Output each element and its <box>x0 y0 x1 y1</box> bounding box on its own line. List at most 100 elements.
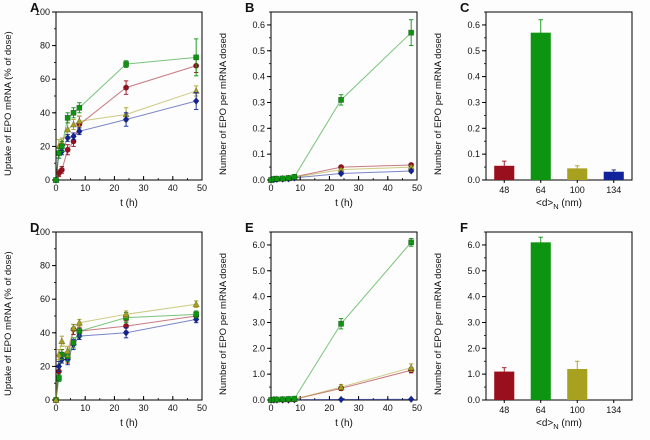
svg-text:0.3: 0.3 <box>467 97 480 107</box>
svg-text:40: 40 <box>40 108 50 118</box>
svg-text:0: 0 <box>268 183 273 193</box>
panel-letter-C: C <box>460 0 470 15</box>
svg-text:30: 30 <box>354 183 364 193</box>
svg-text:0: 0 <box>268 403 273 413</box>
x-axis-label-F: <d>N (nm) <box>486 418 632 431</box>
panel-A: A Uptake of EPO mRNA (% of dose) 0 20 40 60… <box>0 0 215 220</box>
svg-text:30: 30 <box>354 403 364 413</box>
svg-text:50: 50 <box>197 403 207 413</box>
y-axis-label-D: Uptake of EPO mRNA (% of dose) <box>3 251 14 397</box>
svg-text:0.0: 0.0 <box>252 175 265 185</box>
svg-text:10: 10 <box>80 403 90 413</box>
svg-text:0.2: 0.2 <box>467 123 480 133</box>
svg-text:0.0: 0.0 <box>252 395 265 405</box>
svg-text:64: 64 <box>536 405 546 415</box>
svg-text:0.6: 0.6 <box>252 20 265 30</box>
svg-text:5.0: 5.0 <box>252 266 265 276</box>
diameter-unit: (nm) <box>558 418 582 429</box>
svg-text:64: 64 <box>536 185 546 195</box>
panel-letter-D: D <box>30 220 40 235</box>
svg-text:50: 50 <box>412 403 422 413</box>
line-plot-B: 0.0 0.1 0.2 0.3 0.4 0.5 0.6 0 10 20 30 40 50 <box>252 11 422 193</box>
y-axis-label-C: Number of EPO per mRNA dosed <box>433 32 444 176</box>
svg-text:10: 10 <box>295 403 305 413</box>
diameter-symbol: <d> <box>535 418 554 429</box>
svg-text:0.5: 0.5 <box>467 46 480 56</box>
svg-text:6.0: 6.0 <box>252 240 265 250</box>
svg-text:50: 50 <box>197 183 207 193</box>
svg-text:3.0: 3.0 <box>252 317 265 327</box>
diameter-subscript: N <box>553 202 559 211</box>
svg-text:0.0: 0.0 <box>467 395 480 405</box>
panel-letter-E: E <box>245 220 254 235</box>
x-axis-label-D: t (h) <box>120 418 138 429</box>
svg-text:20: 20 <box>109 183 119 193</box>
diameter-symbol: <d> <box>535 198 554 209</box>
y-axis-label-B: Number of EPO per mRNA dosed <box>218 32 229 176</box>
svg-text:100: 100 <box>570 405 585 415</box>
svg-text:4.0: 4.0 <box>467 292 480 302</box>
svg-text:0.1: 0.1 <box>252 149 265 159</box>
y-axis-label-E: Number of EPO per mRNA dosed <box>218 252 229 396</box>
line-plot-E: 0.0 1.0 2.0 3.0 4.0 5.0 6.0 0 10 20 30 40 50 <box>252 231 422 413</box>
svg-text:20: 20 <box>40 361 50 371</box>
panel-letter-B: B <box>245 0 255 15</box>
svg-text:40: 40 <box>168 183 178 193</box>
svg-text:0: 0 <box>53 403 58 413</box>
svg-text:30: 30 <box>139 403 149 413</box>
bar-plot-F: 0.0 1.0 2.0 3.0 4.0 5.0 6.0 48 64 100 134 <box>467 231 633 415</box>
svg-text:0: 0 <box>45 395 50 405</box>
line-plot-D: 0 20 40 60 80 100 0 10 20 30 40 50 <box>35 227 207 413</box>
panel-F: F Number of EPO per mRNA dosed 0.0 1.0 2.0… <box>430 220 650 440</box>
panel-letter-F: F <box>460 220 468 235</box>
panel-B: B Number of EPO per mRNA dosed 0.0 0.1 0.2… <box>215 0 430 220</box>
svg-text:3.0: 3.0 <box>467 317 480 327</box>
svg-text:0.6: 0.6 <box>467 20 480 30</box>
svg-text:0.4: 0.4 <box>252 72 265 82</box>
svg-text:0.3: 0.3 <box>252 97 265 107</box>
x-axis-label-B: t (h) <box>335 198 353 209</box>
panel-letter-A: A <box>30 0 40 15</box>
diameter-unit: (nm) <box>558 198 582 209</box>
svg-text:40: 40 <box>383 403 393 413</box>
svg-text:0: 0 <box>53 183 58 193</box>
x-axis-label-C: <d>N (nm) <box>486 198 632 211</box>
svg-text:20: 20 <box>324 403 334 413</box>
svg-text:0: 0 <box>45 175 50 185</box>
svg-text:40: 40 <box>40 328 50 338</box>
svg-text:0.2: 0.2 <box>252 123 265 133</box>
svg-text:0.1: 0.1 <box>467 149 480 159</box>
panel-C: C Number of EPO per mRNA dosed 0.0 0.1 0.2… <box>430 0 650 220</box>
svg-text:6.0: 6.0 <box>467 240 480 250</box>
bar-plot-C: 0.0 0.1 0.2 0.3 0.4 0.5 0.6 48 64 100 134 <box>467 11 633 195</box>
svg-text:10: 10 <box>295 183 305 193</box>
svg-text:5.0: 5.0 <box>467 266 480 276</box>
svg-text:10: 10 <box>80 183 90 193</box>
svg-text:2.0: 2.0 <box>252 343 265 353</box>
line-plot-A: 0 20 40 60 80 100 0 10 20 30 40 50 <box>35 7 207 193</box>
x-axis-label-E: t (h) <box>335 418 353 429</box>
svg-text:80: 80 <box>40 261 50 271</box>
svg-text:100: 100 <box>35 227 50 237</box>
panel-E: E Number of EPO per mRNA dosed 0.0 1.0 2.0… <box>215 220 430 440</box>
svg-text:60: 60 <box>40 294 50 304</box>
svg-text:0.0: 0.0 <box>467 175 480 185</box>
svg-text:40: 40 <box>383 183 393 193</box>
svg-text:48: 48 <box>499 185 509 195</box>
y-axis-label-F: Number of EPO per mRNA dosed <box>433 252 444 396</box>
svg-text:4.0: 4.0 <box>252 292 265 302</box>
y-axis-label-A: Uptake of EPO mRNA (% of dose) <box>3 31 14 177</box>
svg-text:134: 134 <box>606 405 621 415</box>
svg-text:60: 60 <box>40 74 50 84</box>
svg-text:20: 20 <box>109 403 119 413</box>
svg-text:2.0: 2.0 <box>467 343 480 353</box>
svg-text:20: 20 <box>40 141 50 151</box>
svg-text:40: 40 <box>168 403 178 413</box>
svg-text:20: 20 <box>324 183 334 193</box>
svg-text:30: 30 <box>139 183 149 193</box>
svg-text:0.5: 0.5 <box>252 46 265 56</box>
panel-D: D Uptake of EPO mRNA (% of dose) 0 20 40 60… <box>0 220 215 440</box>
svg-text:100: 100 <box>35 7 50 17</box>
diameter-subscript: N <box>553 422 559 431</box>
svg-text:100: 100 <box>570 185 585 195</box>
